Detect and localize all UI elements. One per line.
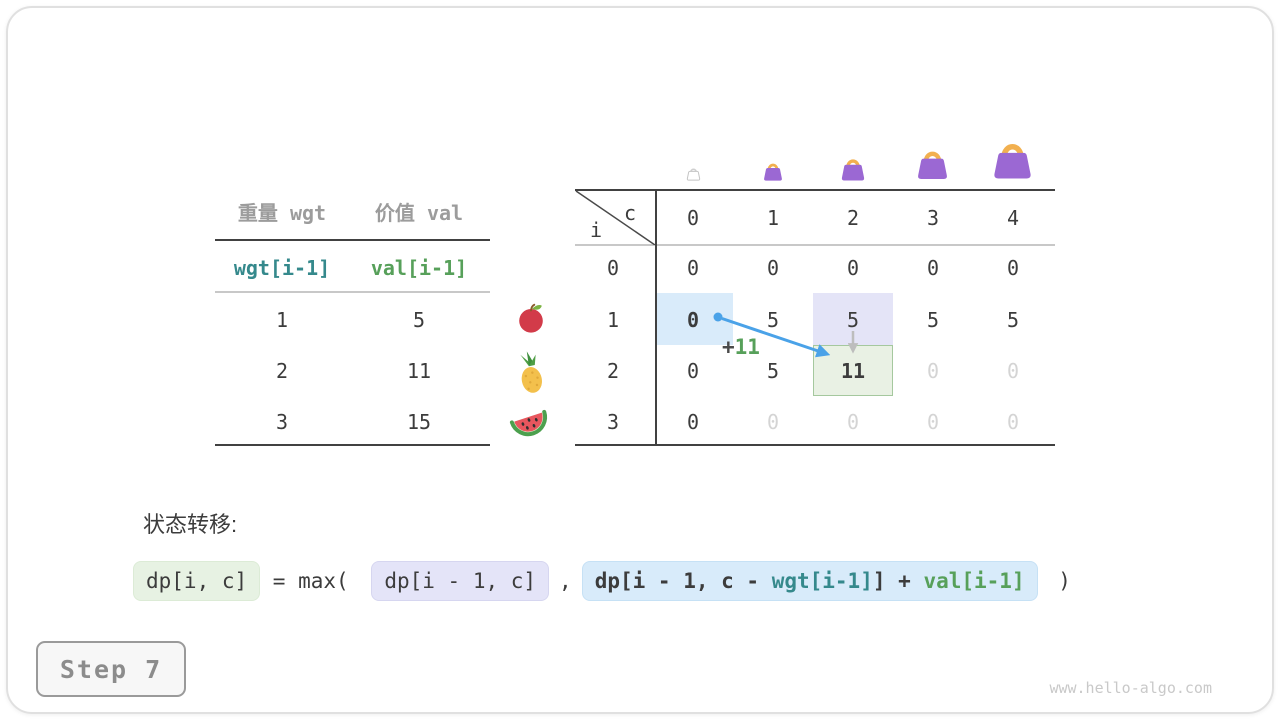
dp-cell-0-2: 0 [846,256,860,280]
bag-capacity-4-icon [988,137,1037,181]
dp-corner-row-label: i [590,218,603,242]
dp-cell-3-0: 0 [686,410,700,434]
item-1-weight: 1 [275,308,289,332]
step-badge: Step 7 [36,641,186,697]
dp-row-header-1: 1 [606,308,620,332]
bag-capacity-2-icon [838,155,868,182]
items-rule-top [215,239,490,241]
dp-vline [655,189,657,446]
apple-icon [514,301,548,335]
dp-col-header-1: 1 [766,206,780,230]
item-1-value: 5 [412,308,426,332]
dp-rule-top [575,189,1055,191]
bag-capacity-3-icon [913,146,952,181]
dp-col-header-0: 0 [686,206,700,230]
dp-col-header-3: 3 [926,206,940,230]
dp-cell-2-3: 0 [926,359,940,383]
dp-cell-3-3: 0 [926,410,940,434]
dp-cell-2-4: 0 [1006,359,1020,383]
dp-corner-cell [575,190,655,245]
formula-arg2-wgt: wgt[i-1] [771,569,873,593]
watermark: www.hello-algo.com [1049,679,1212,697]
items-formula-weight: wgt[i-1] [233,256,331,280]
bag-capacity-0-icon [685,166,702,181]
dp-cell-0-4: 0 [1006,256,1020,280]
dp-cell-2-1: 5 [766,359,780,383]
formula-equals: = max( [260,569,362,593]
items-formula-value: val[i-1] [370,256,468,280]
transition-heading: 状态转移: [143,512,238,537]
dp-row-header-0: 0 [606,256,620,280]
formula-arg2: dp[i - 1, c - wgt[i-1]] + val[i-1] [581,561,1038,601]
formula-arg2-mid: ] + [872,569,924,593]
item-2-value: 11 [406,359,432,383]
formula-arg2-prefix: dp[i - 1, c - [594,569,772,593]
formula-separator: , [559,569,572,593]
dp-cell-1-2: 5 [846,308,860,332]
formula-arg2-val: val[i-1] [923,569,1025,593]
dp-cell-2-0: 0 [686,359,700,383]
dp-cell-1-1: 5 [766,308,780,332]
dp-rule-header [575,244,1055,246]
formula-close: ) [1045,569,1071,593]
dp-cell-3-1: 0 [766,410,780,434]
dp-cell-0-1: 0 [766,256,780,280]
dp-cell-3-4: 0 [1006,410,1020,434]
formula-lhs: dp[i, c] [133,561,261,601]
dp-cell-0-3: 0 [926,256,940,280]
item-3-value: 15 [406,410,432,434]
dp-row-header-3: 3 [606,410,620,434]
transition-annotation: +11 [722,335,760,359]
dp-corner-col-label: c [624,201,637,225]
watermelon-icon [507,400,551,440]
dp-cell-1-3: 5 [926,308,940,332]
dp-cell-3-2: 0 [846,410,860,434]
pineapple-icon [512,350,550,396]
items-rule-mid [215,291,490,293]
transition-formula: dp[i, c] = max( dp[i - 1, c] , dp[i - 1,… [133,560,1071,602]
dp-cell-1-4: 5 [1006,308,1020,332]
dp-row-header-2: 2 [606,359,620,383]
formula-arg1: dp[i - 1, c] [371,561,550,601]
dp-cell-0-0: 0 [686,256,700,280]
dp-cell-1-0: 0 [686,308,700,332]
items-rule-bottom [215,444,490,446]
dp-col-header-2: 2 [846,206,860,230]
items-col-value-header: 价值 val [374,200,464,225]
bag-capacity-1-icon [761,160,785,182]
item-2-weight: 2 [275,359,289,383]
outer-frame [6,6,1274,714]
items-col-weight-header: 重量 wgt [237,200,327,225]
dp-cell-2-2: 11 [840,359,866,383]
dp-col-header-4: 4 [1006,206,1020,230]
item-3-weight: 3 [275,410,289,434]
dp-rule-bottom [575,444,1055,446]
